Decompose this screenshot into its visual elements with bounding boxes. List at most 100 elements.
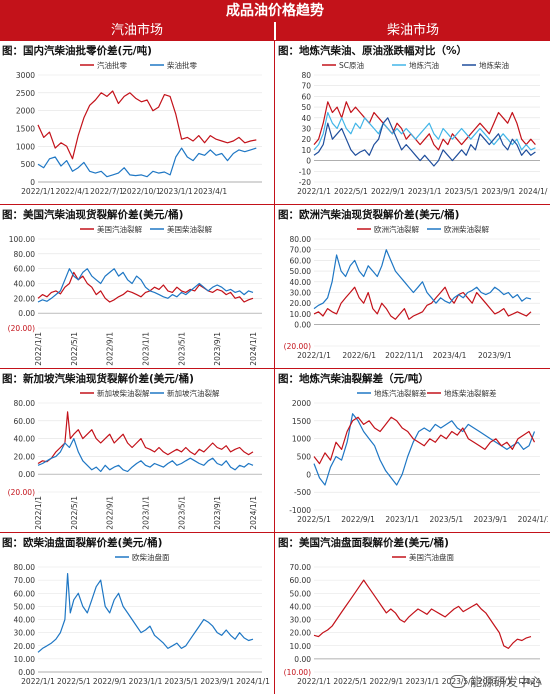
x-tick-label: 2023/9/1 [482,187,516,196]
series-line [37,437,254,473]
legend-label: 欧洲汽油裂解 [374,224,419,234]
x-tick-label: 2022/5/1 [70,496,79,530]
chart-svg: (20.00) 0.00 20.00 40.00 60.00 80.00 2022/1/1 2… [8,388,262,530]
y-tick-label: 1000 [292,435,311,444]
x-tick-label: 2024/1/1 [518,515,548,524]
chart-svg: (20.00) 0.00 20.00 40.00 60.00 80.00 100.00 202… [8,224,262,366]
series-line [37,268,254,303]
y-tick-label: 0 [30,178,35,187]
legend-label: 美国汽油盘面 [409,552,454,562]
legend-label: 新加坡柴油裂解 [97,388,150,398]
y-tick-label: 20.00 [290,299,312,308]
legend-label: 地炼柴油裂解差 [444,388,497,398]
x-tick-label: 2023/5/1 [442,677,476,686]
y-tick-label: 50 [301,103,311,112]
chart-svg: -1000 -500 0 500 1000 1500 2000 2022/5/1 2022/9/… [289,388,548,524]
chart-local-refinery-crack-spread: 图：地炼汽柴油裂解差（元/吨） -1000 -500 0 500 1000 1500 200… [276,369,548,533]
chart-us-spot-crack-spread: 图：美国汽柴油现货裂解价差(美元/桶) (20.00) 0.00 20.00 40.0… [0,205,270,369]
x-tick-label: 2023/5/1 [177,332,186,366]
x-tick-label: 2022/7/1 [90,187,124,196]
watermark-text: 能源研发中心 [469,675,542,689]
chart-singapore-spot-crack-spread: 图：新加坡汽柴油现货裂解价差(美元/桶) (20.00) 0.00 20.00 40.… [0,369,270,533]
legend-label: 柴油批零 [167,60,197,70]
x-tick-label: 2023/9/1 [213,496,222,530]
x-tick-label: 2023/5/1 [429,515,463,524]
chart-us-gasoline-futures-crack: 图：美国汽油盘面裂解价差(美元/桶) (10.00) 0.00 10.00 20.00… [276,533,546,697]
y-tick-label: 40.00 [14,616,36,625]
y-tick-label: 40.00 [14,435,36,444]
y-tick-label: 40.00 [14,280,36,289]
chart-title: 图：欧柴油盘面裂解价差(美元/桶) [2,537,163,549]
x-tick-label: 2022/5/1 [334,187,368,196]
y-tick-label: 80.00 [14,250,36,259]
header-divider [274,22,276,40]
x-tick-label: 2022/1/1 [34,496,43,530]
y-tick-label: 50.00 [290,589,312,598]
y-tick-label: 10.00 [290,310,312,319]
x-tick-label: 2023/9/1 [478,677,512,686]
y-tick-label: 60.00 [14,589,36,598]
y-tick-label: 0.00 [18,309,35,318]
x-tick-label: 2022/1/1 [297,677,331,686]
legend-label: 欧洲柴油裂解 [444,224,489,234]
y-tick-label: 30 [301,125,311,134]
legend-label: SC原油 [339,60,364,70]
x-tick-label: 2023/5/1 [445,187,479,196]
y-tick-label: -1000 [289,506,311,515]
y-tick-label: 500 [297,453,312,462]
chart-title: 图：美国汽柴油现货裂解价差(美元/桶) [2,209,184,221]
chart-europe-spot-crack-spread: 图：欧洲汽柴油现货裂解价差(美元/桶) (20.00) 0.00 10.00 20.0… [276,205,546,369]
y-tick-label: 30.00 [290,616,312,625]
x-tick-label: 2023/5/1 [165,677,199,686]
x-tick-label: 2023/9/1 [200,677,234,686]
series-line [37,147,257,178]
x-tick-label: 2022/6/1 [342,351,376,360]
y-tick-label: 0.00 [18,668,35,677]
page-banner: 成品油价格趋势 [0,0,550,22]
y-tick-label: 500 [21,160,36,169]
x-tick-label: 2022/5/1 [57,677,91,686]
chart-svg: 0 500 1000 1500 2000 2500 3000 2022/1/1 2022/4/1… [16,60,262,196]
x-tick-label: 2022/9/1 [106,332,115,366]
x-tick-label: 2023/1/1 [406,677,440,686]
x-tick-label: 2023/9/1 [213,332,222,366]
y-tick-label: 0 [306,470,311,479]
x-tick-label: 2024/1/1 [236,677,270,686]
wechat-icon [449,675,466,688]
y-tick-label: 1500 [292,417,311,426]
x-tick-label: 2024/1/1 [519,187,548,196]
y-tick-label: 1500 [16,125,35,134]
chart-title: 图：地炼汽柴油裂解差（元/吨） [278,373,429,385]
y-tick-label: 10.00 [290,642,312,651]
y-tick-label: 2000 [16,107,35,116]
y-tick-label: 80.00 [14,563,36,572]
y-tick-label: 0 [306,157,311,166]
x-tick-label: 2022/9/1 [106,496,115,530]
chart-title: 图：新加坡汽柴油现货裂解价差(美元/桶) [2,373,194,385]
legend-label: 地炼柴油 [479,60,509,70]
y-tick-label: 2000 [292,399,311,408]
watermark: 能源研发中心 [449,673,542,690]
column-rule [274,40,275,694]
x-tick-label: 2022/11/1 [385,351,424,360]
x-tick-label: 2023/1/1 [385,515,419,524]
x-tick-label: 2022/9/1 [369,677,403,686]
y-tick-label: (20.00) [284,342,311,351]
y-tick-label: -500 [294,488,311,497]
legend-label: 美国柴油裂解 [167,224,212,234]
y-tick-label: (10.00) [284,668,311,677]
y-tick-label: 60.00 [290,256,312,265]
series-line [313,117,536,167]
y-tick-label: 20.00 [290,629,312,638]
legend-label: 新加坡汽油裂解 [167,388,220,398]
x-tick-label: 2022/9/1 [93,677,127,686]
x-tick-label: 2023/1/1 [129,677,163,686]
legend-label: 汽油批零 [97,60,127,70]
y-tick-label: 70 [301,82,311,91]
chart-title: 图：地炼汽柴油、原油涨跌幅对比（%） [278,45,468,57]
legend-label: 地炼汽油 [409,60,439,70]
y-tick-label: 0.00 [294,321,311,330]
chart-domestic-wholesale-retail-spread: 图：国内汽柴油批零价差(元/吨) 0 500 1000 1500 2000 2500 300… [0,41,270,205]
y-tick-label: 2500 [16,89,35,98]
